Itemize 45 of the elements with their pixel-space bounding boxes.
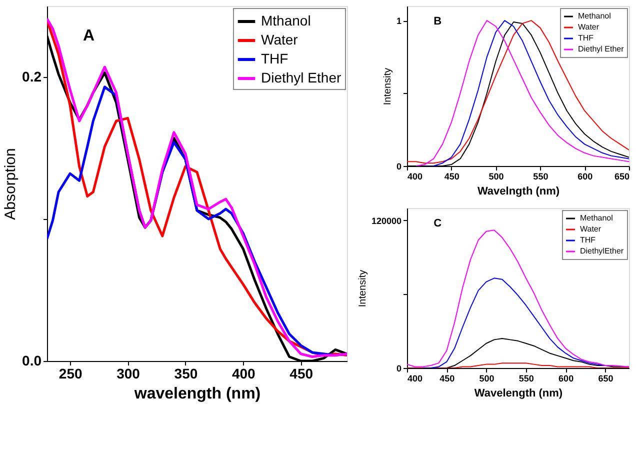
legend-label: Methanol	[578, 12, 612, 20]
legend-label: Water	[261, 32, 298, 48]
x-tick-label: 650	[598, 374, 614, 384]
x-tick-label: 300	[116, 366, 140, 382]
y-axis-title: Intensity	[382, 68, 394, 106]
legend-label: DiethylEther	[580, 246, 624, 256]
y-tick-label: 120000	[371, 216, 402, 226]
y-axis-title: Absorption	[2, 148, 20, 220]
x-axis-title: Wavelength (nm)	[474, 388, 563, 400]
legend-label: Mthanol	[261, 12, 311, 28]
x-tick-label: 400	[408, 172, 423, 182]
x-tick-label: 450	[444, 172, 460, 182]
x-tick-label: 550	[533, 172, 548, 182]
legend-label: Diethyl Ether	[578, 44, 624, 54]
legend-label: THF	[580, 236, 596, 244]
x-tick-label: 650	[614, 172, 630, 182]
annotation: A	[83, 27, 95, 44]
y-tick-label: 0	[396, 364, 402, 374]
x-tick-label: 350	[174, 366, 198, 382]
x-tick-label: 500	[488, 172, 504, 182]
annotation: C	[434, 218, 442, 230]
x-tick-label: 600	[578, 172, 593, 182]
line-series	[422, 278, 606, 368]
legend-label: THF	[261, 50, 288, 66]
x-tick-label: 400	[232, 366, 256, 382]
x-tick-label: 550	[518, 374, 534, 384]
y-tick-label: 0	[396, 162, 402, 172]
legend-label: Methanol	[580, 214, 614, 222]
x-tick-label: 600	[558, 374, 574, 384]
annotation: B	[434, 16, 442, 28]
x-tick-label: 450	[440, 374, 455, 384]
legend-label: Water	[580, 224, 602, 234]
y-tick-label: 0.0	[22, 352, 42, 368]
legend-label: Diethyl Ether	[261, 70, 342, 86]
x-axis-title: Wavelngth (nm)	[477, 186, 560, 198]
y-tick-label: 0.2	[22, 68, 42, 84]
x-tick-label: 500	[479, 374, 494, 384]
x-axis-title: wavelength (nm)	[133, 386, 261, 402]
x-tick-label: 400	[408, 374, 423, 384]
x-tick-label: 450	[290, 366, 314, 382]
x-tick-label: 250	[58, 366, 82, 382]
y-tick-label: 1	[396, 16, 402, 26]
legend-label: Water	[578, 22, 600, 32]
y-axis-title: Intensity	[357, 270, 368, 308]
legend-label: THF	[578, 34, 594, 42]
